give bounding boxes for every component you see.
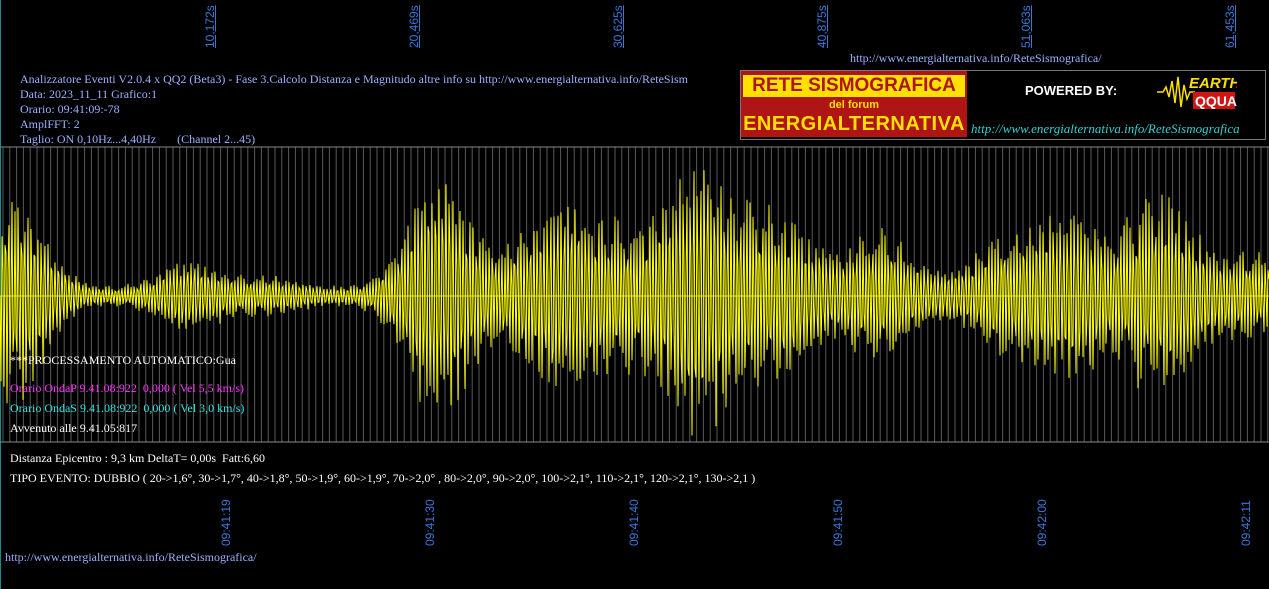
header-line-amplfft: AmplFFT: 2 xyxy=(20,117,80,131)
left-border xyxy=(0,0,1,589)
seismogram-plot xyxy=(0,146,1269,443)
processing-auto: ***PROCESSAMENTO AUTOMATICO:Gua xyxy=(10,353,236,367)
bottom-tick-1: 09:41:30 xyxy=(423,499,437,546)
logo-brand-bottom: QQUAKE xyxy=(1195,93,1237,109)
logo-powered-by: POWERED BY: xyxy=(1025,83,1118,98)
bottom-tick-3: 09:41:50 xyxy=(831,499,845,546)
footer-url[interactable]: http://www.energialternativa.info/ReteSi… xyxy=(5,550,257,564)
logo-red-panel: RETE SISMOGRAFICA del forum ENERGIALTERN… xyxy=(741,71,967,137)
logo-forum-name: ENERGIALTERNATIVA xyxy=(743,113,965,135)
epicenter-distance: Distanza Epicentro : 9,3 km DeltaT= 0,00… xyxy=(10,451,266,465)
bottom-tick-4: 09:42:00 xyxy=(1035,499,1049,546)
bottom-tick-2: 09:41:40 xyxy=(627,499,641,546)
top-tick-4: 51,063s xyxy=(1019,5,1033,48)
header-line-filter: Taglio: ON 0,10Hz...4,40Hz (Channel 2...… xyxy=(20,132,256,146)
rete-sismografica-logo: RETE SISMOGRAFICA del forum ENERGIALTERN… xyxy=(740,70,1266,140)
top-tick-0: 10,172s xyxy=(203,5,217,48)
top-tick-2: 30,625s xyxy=(611,5,625,48)
header-line-time: Orario: 09:41:09:-78 xyxy=(20,102,120,116)
top-tick-3: 40,875s xyxy=(815,5,829,48)
top-tick-5: 61,453s xyxy=(1223,5,1237,48)
onda-p-time: Orario OndaP 9.41.08:922 0,000 ( Vel 5,5… xyxy=(10,381,244,395)
header-line-date: Data: 2023_11_11 Grafico:1 xyxy=(20,87,158,101)
event-type: TIPO EVENTO: DUBBIO ( 20->1,6°, 30->1,7°… xyxy=(10,471,756,485)
top-url[interactable]: http://www.energialternativa.info/ReteSi… xyxy=(850,51,1102,65)
top-tick-1: 20,469s xyxy=(407,5,421,48)
event-time: Avvenuto alle 9.41.05:817 xyxy=(10,421,138,435)
bottom-tick-5: 09:42:11 xyxy=(1239,500,1253,546)
onda-s-time: Orario OndaS 9.41.08:922 0,000 ( Vel 3,0… xyxy=(10,401,245,415)
earthquake-logo-icon: EARTH QQUAKE xyxy=(1157,75,1237,109)
logo-title: RETE SISMOGRAFICA xyxy=(743,75,965,97)
bottom-tick-0: 09:41:19 xyxy=(219,499,233,546)
header-line-title: Analizzatore Eventi V2.0.4 x QQ2 (Beta3)… xyxy=(20,72,688,86)
waveform-trace xyxy=(0,170,1269,436)
logo-brand-top: EARTH xyxy=(1189,75,1237,92)
logo-url[interactable]: http://www.energialternativa.info/ReteSi… xyxy=(971,121,1240,136)
logo-subtitle: del forum xyxy=(828,99,880,111)
